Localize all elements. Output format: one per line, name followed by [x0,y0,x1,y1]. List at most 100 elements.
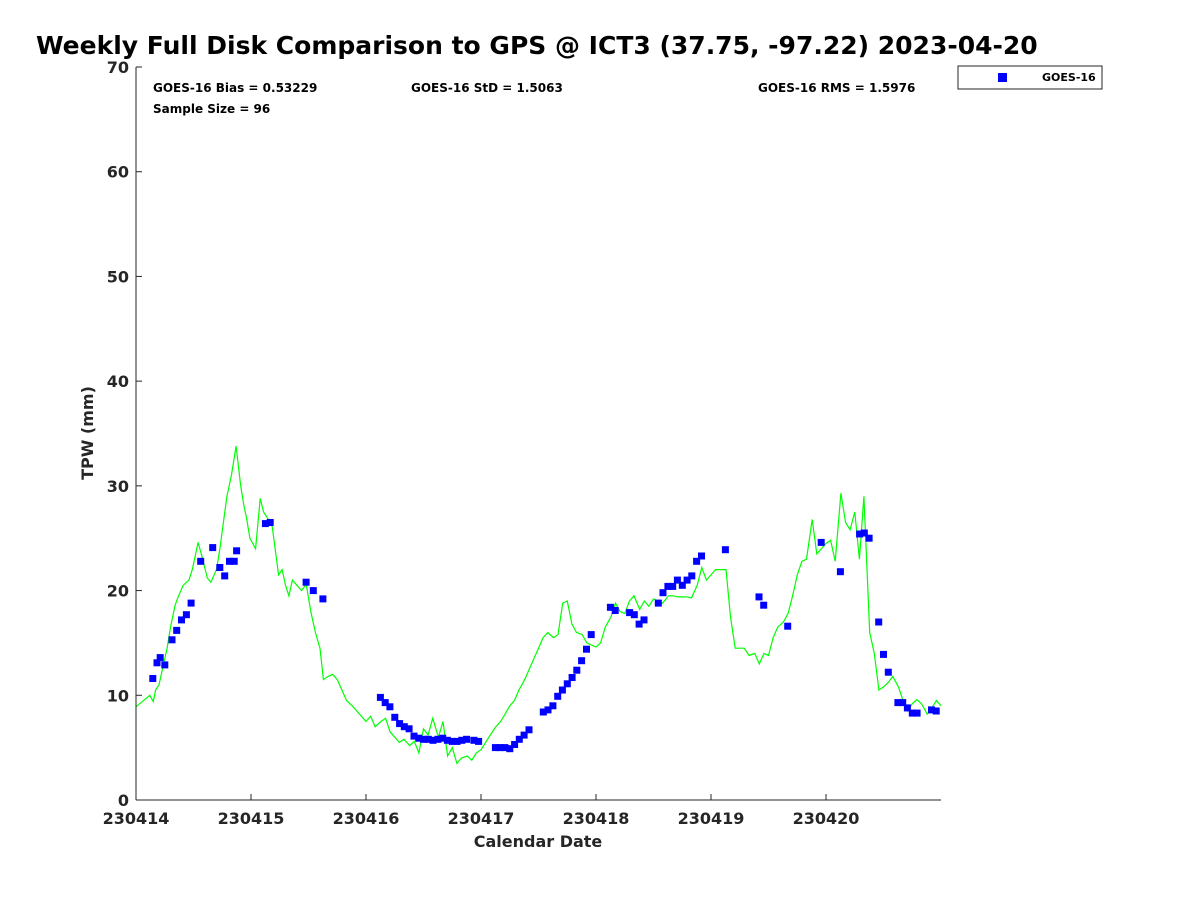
goes16-point [683,576,691,584]
goes16-point [182,611,190,619]
legend-marker [998,73,1007,82]
goes16-point [913,709,921,717]
goes16-point [928,706,935,714]
goes16-point [554,692,562,700]
goes16-point [410,732,418,740]
legend-label: GOES-16 [1042,71,1096,84]
goes16-point [496,744,504,752]
x-tick-label: 230414 [103,809,170,828]
goes16-point [420,735,427,743]
goes16-point [755,593,763,601]
goes16-point [439,734,447,742]
goes16-point [932,707,940,715]
legend: GOES-16 [957,65,1103,90]
x-tick-label: 230419 [678,809,745,828]
goes16-point [544,706,552,714]
goes16-point [884,668,892,676]
goes16-point [558,686,566,694]
goes16-point [434,735,442,743]
goes16-point [894,699,902,707]
goes16-point [539,708,547,716]
x-tick-label: 230415 [218,809,285,828]
goes16-point [415,734,423,742]
bias-stat: GOES-16 Bias = 0.53229 [153,81,317,95]
goes16-point [836,568,844,576]
goes16-point [880,650,887,658]
goes16-point [654,599,662,607]
chart-title: Weekly Full Disk Comparison to GPS @ ICT… [36,31,1038,60]
goes16-point [640,616,648,624]
goes16-point [587,631,595,639]
goes16-point [688,572,696,580]
x-tick-label: 230420 [793,809,860,828]
y-ticks: 0 10 20 30 40 50 60 70 [107,58,142,810]
goes16-point [197,557,205,565]
goes16-point [721,546,729,554]
goes16-point [233,547,241,555]
goes16-point [187,599,195,607]
x-tick-label: 230418 [563,809,630,828]
goes16-point [216,564,224,571]
goes16-point [463,735,471,743]
goes16-point [506,745,514,753]
goes16-point [549,702,557,710]
goes16-point [606,603,614,611]
goes16-point [525,726,533,734]
goes16-point [856,530,864,538]
goes16-point [443,736,451,744]
goes16-point [635,620,643,628]
goes16-point [156,654,164,662]
goes16-point [568,674,576,681]
goes16-point [266,519,274,526]
legend-box [957,65,1103,90]
goes16-point [520,731,528,739]
y-tick-label: 50 [107,267,129,286]
y-tick-label: 0 [118,791,129,810]
goes16-point [221,572,229,580]
goes16-point [611,607,619,614]
y-tick-label: 10 [107,686,129,705]
y-tick-label: 60 [107,163,129,182]
std-stat: GOES-16 StD = 1.5063 [411,81,563,95]
goes16-point [899,699,907,707]
plot-marks [135,446,942,765]
goes16-point [209,544,217,552]
plot-area [136,67,941,800]
goes16-point [664,582,672,590]
gps-tpw-line [135,446,942,765]
goes16-point [511,741,519,748]
goes16-point [405,725,413,733]
goes16-point [302,578,310,586]
goes16-point [626,609,634,617]
goes16-point [173,626,181,634]
goes16-point [376,693,384,701]
y-tick-label: 70 [107,58,129,77]
goes16-point [669,582,677,590]
goes16-point [429,736,437,744]
y-tick-label: 40 [107,372,129,391]
goes16-point [319,595,327,603]
goes16-point [453,737,461,745]
goes16-point [784,622,792,630]
goes16-point [578,657,586,665]
goes16-point [491,744,499,752]
goes16-point [515,735,523,743]
goes16-point [309,587,317,595]
goes16-point [161,661,169,669]
y-axis-label: TPW (mm) [78,386,97,480]
goes16-point [501,744,509,752]
goes16-point [678,581,686,589]
goes16-point [386,703,394,711]
goes16-point [659,589,667,597]
goes16-point [178,616,185,624]
goes16-point [149,675,157,682]
x-tick-label: 230416 [333,809,400,828]
goes16-point [458,736,466,744]
goes16-point [865,534,873,542]
goes16-point [448,737,456,745]
goes16-point [693,557,701,565]
goes16-point [153,659,161,667]
x-ticks: 230414 230415 230416 230417 230418 230419 2304… [103,794,860,828]
goes16-point [230,557,238,565]
